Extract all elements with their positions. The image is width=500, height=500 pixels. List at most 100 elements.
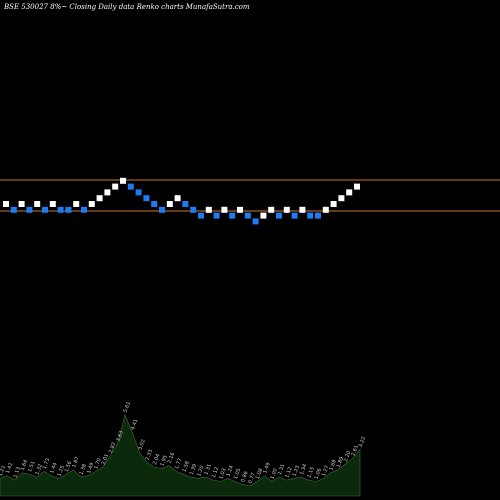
renko-bricks: [3, 177, 360, 225]
down-brick: [213, 212, 220, 219]
volume-label: 3.63: [115, 430, 124, 443]
up-brick: [338, 195, 345, 202]
volume-label: 1.23: [292, 465, 301, 478]
volume-label: 1.73: [42, 458, 51, 471]
down-brick: [307, 212, 314, 219]
up-brick: [322, 206, 329, 213]
volume-label: 1.64: [20, 459, 29, 472]
volume-label: 2.82: [108, 442, 117, 455]
volume-label: 1.13: [12, 466, 21, 479]
down-brick: [198, 212, 204, 219]
up-brick: [174, 195, 181, 202]
down-brick: [10, 206, 17, 213]
volume-label: 1.39: [189, 463, 198, 476]
volume-label: 1.27: [321, 465, 330, 478]
volume-label: 1.03: [218, 468, 227, 481]
volume-label: 5.61: [123, 401, 132, 414]
volume-label: 3.22: [358, 436, 367, 449]
volume-label: 1.95: [159, 455, 168, 468]
down-brick: [229, 212, 236, 219]
down-brick: [159, 206, 165, 213]
volume-label: 1.32: [34, 463, 43, 476]
up-brick: [346, 189, 353, 196]
volume-label: 1.77: [174, 458, 183, 471]
volume-label: 1.06: [314, 468, 323, 481]
volume-label: 3.02: [137, 439, 146, 452]
volume-label: 1.05: [233, 468, 242, 481]
down-brick: [252, 218, 259, 225]
up-brick: [34, 201, 41, 207]
down-brick: [42, 206, 48, 213]
volume-label: 1.68: [328, 459, 337, 472]
volume-label: 2.16: [167, 452, 176, 465]
volume-label: 2.33: [145, 449, 154, 462]
down-brick: [127, 183, 134, 190]
up-brick: [112, 183, 119, 190]
volume-label: 1.58: [181, 460, 190, 473]
up-brick: [260, 212, 267, 219]
volume-label: 1.42: [5, 462, 14, 475]
up-brick: [49, 201, 56, 207]
volume-label: 1.08: [255, 468, 264, 481]
volume-label: 1.31: [277, 463, 286, 476]
volume-label: 1.34: [299, 463, 308, 476]
volume-label: 0.77: [248, 472, 257, 485]
up-brick: [354, 183, 360, 190]
volume-label: 1.89: [336, 456, 345, 469]
up-brick: [120, 177, 126, 184]
up-brick: [205, 206, 212, 213]
up-brick: [283, 206, 290, 213]
down-brick: [65, 206, 72, 213]
down-brick: [291, 212, 298, 219]
volume-label: 1.20: [196, 465, 205, 478]
volume-label: 2.01: [101, 453, 110, 466]
volume-label: 1.70: [93, 458, 102, 471]
down-brick: [81, 206, 87, 213]
volume-area-path: [0, 413, 361, 497]
down-brick: [135, 189, 142, 196]
down-brick: [276, 212, 282, 219]
down-brick: [26, 206, 33, 213]
down-brick: [190, 206, 197, 213]
up-brick: [166, 201, 173, 207]
down-brick: [151, 201, 158, 207]
up-brick: [96, 195, 103, 202]
volume-label: 1.51: [27, 460, 36, 473]
volume-area: 1.211.421.131.641.511.321.731.441.251.56…: [0, 401, 367, 497]
volume-label: 2.04: [152, 453, 161, 466]
volume-label: 1.56: [64, 460, 73, 473]
volume-label: 1.00: [270, 468, 279, 481]
volume-label: 1.25: [57, 465, 66, 478]
volume-label: 1.38: [79, 463, 88, 476]
up-brick: [330, 201, 337, 207]
down-brick: [143, 195, 150, 202]
up-brick: [268, 206, 275, 213]
volume-label: 1.31: [203, 463, 212, 476]
chart-title: BSE 530027 8%~ Closing Daily data Renko …: [3, 3, 250, 11]
up-brick: [73, 201, 80, 207]
volume-label: 1.12: [211, 466, 220, 479]
volume-label: 0.86: [240, 471, 249, 484]
up-brick: [237, 206, 243, 213]
up-brick: [3, 201, 9, 207]
down-brick: [57, 206, 64, 213]
up-brick: [18, 201, 25, 207]
volume-label: 1.12: [284, 466, 293, 479]
up-brick: [88, 201, 95, 207]
volume-label: 1.87: [71, 456, 80, 469]
up-brick: [104, 189, 111, 196]
down-brick: [182, 201, 189, 207]
volume-label: 2.20: [343, 450, 352, 463]
volume-label: 1.49: [262, 462, 271, 475]
volume-label: 1.44: [49, 462, 58, 475]
volume-label: 1.49: [86, 462, 95, 475]
volume-label: 2.61: [350, 444, 359, 457]
volume-label: 4.41: [130, 418, 139, 431]
volume-label: 1.21: [0, 465, 7, 478]
volume-label: 1.24: [226, 465, 235, 478]
down-brick: [315, 212, 321, 219]
down-brick: [244, 212, 251, 219]
up-brick: [221, 206, 228, 213]
